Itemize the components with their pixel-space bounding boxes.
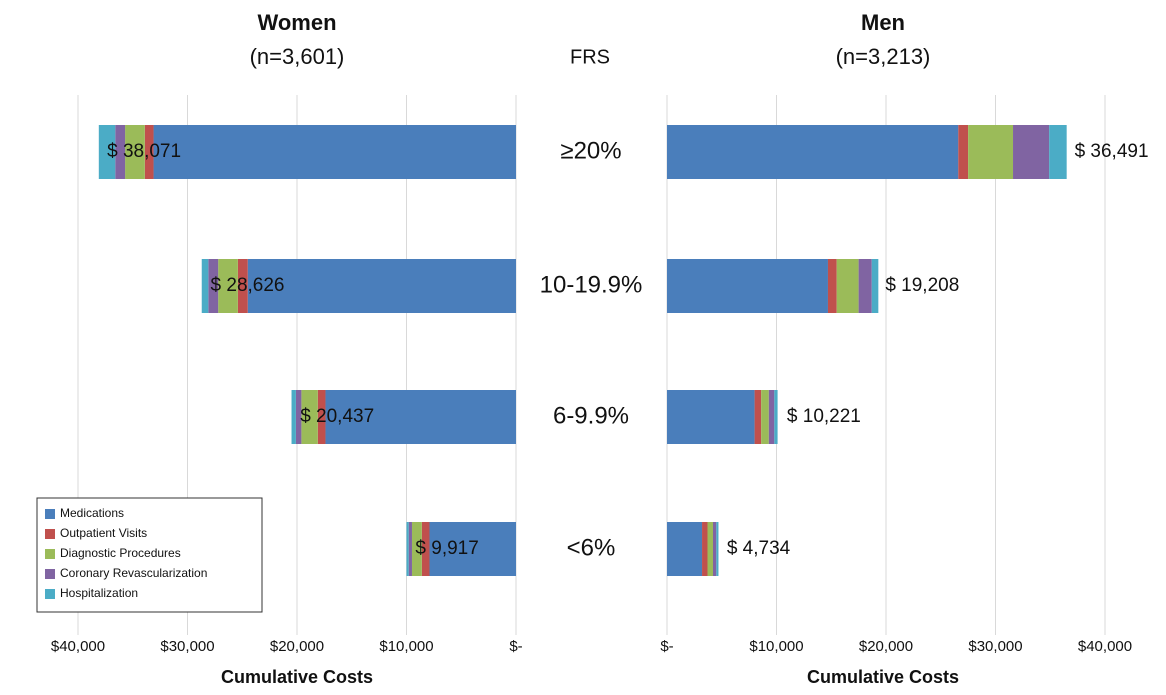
bar-segment <box>208 259 219 313</box>
bar-segment <box>406 522 409 576</box>
legend: Medications Outpatient Visits Diagnostic P… <box>36 497 263 613</box>
legend-swatch <box>45 549 55 559</box>
category-label: ≥20% <box>560 137 621 164</box>
total-label: $ 4,734 <box>727 538 791 559</box>
x-tick-label: $- <box>660 638 673 655</box>
bar-segment <box>421 522 430 576</box>
labels: ≥20% 10-19.9% 6-9.9% <6% $ 38,071 $ 28,626 $ 2… <box>107 137 1148 561</box>
bar-segment <box>201 259 209 313</box>
total-label: $ 9,917 <box>415 538 478 559</box>
legend-box <box>36 497 263 613</box>
bar-segment <box>153 125 516 179</box>
category-label: 6-9.9% <box>553 402 629 429</box>
grid: $40,000 $30,000 $20,000 $10,000 $- $- $10,000 $… <box>51 95 1132 655</box>
bar-segment <box>115 125 126 179</box>
bar-segment <box>774 390 778 444</box>
bar-segment <box>408 522 412 576</box>
x-tick-label: $40,000 <box>1078 638 1132 655</box>
legend-label: Medications <box>60 506 124 520</box>
total-label: $ 38,071 <box>107 141 181 162</box>
bar-segment <box>702 522 708 576</box>
x-tick-label: $20,000 <box>859 638 913 655</box>
x-axis-label: Cumulative Costs <box>807 667 959 687</box>
total-label: $ 20,437 <box>300 406 374 427</box>
total-label: $ 28,626 <box>211 275 285 296</box>
bar-segment <box>237 259 248 313</box>
bar-segment <box>218 259 238 313</box>
x-tick-label: $10,000 <box>379 638 433 655</box>
bar-segment <box>754 390 762 444</box>
chart-title: Women <box>257 10 336 35</box>
bars <box>98 125 1067 576</box>
legend-label: Hospitalization <box>60 586 138 600</box>
bar-segment <box>291 390 296 444</box>
bar-segment <box>301 390 318 444</box>
x-tick-label: $30,000 <box>160 638 214 655</box>
bar-segment <box>125 125 145 179</box>
legend-swatch <box>45 529 55 539</box>
bar-segment <box>295 390 302 444</box>
bar-segment <box>667 259 828 313</box>
total-label: $ 19,208 <box>885 275 959 296</box>
bar-segment <box>836 259 859 313</box>
bar-segment <box>958 125 969 179</box>
legend-label: Diagnostic Procedures <box>60 546 181 560</box>
bar-segment <box>411 522 422 576</box>
total-label: $ 10,221 <box>787 406 861 427</box>
bar-segment <box>968 125 1014 179</box>
x-tick-label: $10,000 <box>749 638 803 655</box>
bar-segment <box>1013 125 1050 179</box>
bar-segment <box>98 125 116 179</box>
category-label: 10-19.9% <box>540 271 643 298</box>
bar-segment <box>317 390 326 444</box>
bar-segment <box>871 259 879 313</box>
bar-segment <box>712 522 717 576</box>
bar-segment <box>858 259 872 313</box>
legend-swatch <box>45 569 55 579</box>
legend-label: Outpatient Visits <box>60 526 147 540</box>
category-label: <6% <box>567 534 616 561</box>
chart-title: Men <box>861 10 905 35</box>
x-tick-label: $20,000 <box>270 638 324 655</box>
legend-label: Coronary Revascularization <box>60 566 207 580</box>
category-title: FRS <box>570 46 610 68</box>
bar-segment <box>325 390 516 444</box>
x-tick-label: $40,000 <box>51 638 105 655</box>
bar-segment <box>667 390 755 444</box>
x-tick-label: $30,000 <box>968 638 1022 655</box>
bar-segment <box>768 390 775 444</box>
chart-subtitle: (n=3,213) <box>836 44 931 69</box>
bar-segment <box>667 125 959 179</box>
bar-segment <box>716 522 719 576</box>
bar-segment <box>247 259 516 313</box>
x-tick-label: $- <box>509 638 522 655</box>
bar-segment <box>1049 125 1067 179</box>
legend-swatch <box>45 589 55 599</box>
bar-segment <box>667 522 703 576</box>
bar-segment <box>429 522 516 576</box>
x-axis-label: Cumulative Costs <box>221 667 373 687</box>
bar-segment <box>761 390 769 444</box>
total-label: $ 36,491 <box>1075 141 1149 162</box>
chart-subtitle: (n=3,601) <box>250 44 345 69</box>
bar-segment <box>827 259 837 313</box>
bar-segment <box>707 522 713 576</box>
legend-swatch <box>45 509 55 519</box>
bar-segment <box>144 125 154 179</box>
